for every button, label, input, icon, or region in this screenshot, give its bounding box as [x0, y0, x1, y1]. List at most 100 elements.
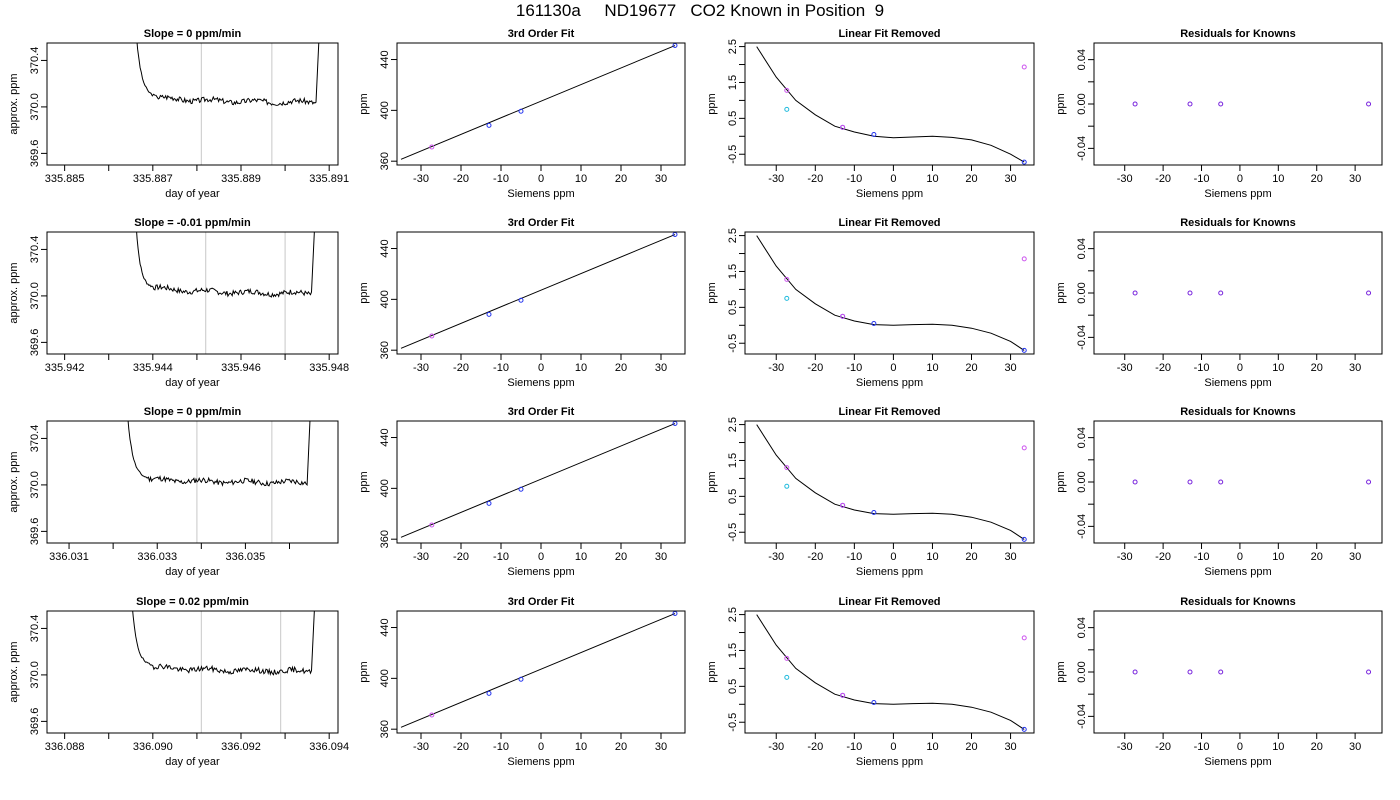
x-axis-label: Siemens ppm	[507, 566, 574, 578]
data-point	[840, 502, 846, 508]
panel-title: Slope = 0 ppm/min	[144, 406, 242, 418]
x-tick-label: 30	[655, 173, 667, 185]
plot-area	[756, 424, 1027, 542]
panel-3-0: Slope = 0.02 ppm/min 336.088 336.090 336.09…	[8, 596, 349, 768]
plot-area	[756, 235, 1027, 353]
y-tick-label: 370.0	[29, 93, 41, 121]
data-point	[1021, 445, 1027, 451]
x-tick-label: 30	[655, 551, 667, 563]
x-tick-label: 20	[965, 741, 977, 753]
x-tick-label: -30	[413, 173, 429, 185]
plot-frame	[396, 420, 686, 544]
y-tick-label: 370.4	[29, 425, 41, 453]
x-tick-label: 20	[965, 551, 977, 563]
y-tick-label: -0.04	[1076, 704, 1088, 729]
y-tick-label: 370.0	[29, 661, 41, 689]
x-tick-label: 10	[926, 741, 938, 753]
data-point	[1021, 159, 1027, 165]
y-axis-label: ppm	[358, 471, 370, 492]
y-tick-label: 360	[379, 530, 391, 548]
x-tick-label: -30	[1117, 173, 1133, 185]
data-point	[486, 311, 492, 317]
data-point	[1366, 101, 1372, 107]
data-point	[1132, 290, 1138, 296]
data-point	[840, 124, 846, 130]
x-tick-label: 336.088	[45, 741, 85, 753]
x-tick-label: 20	[1311, 741, 1323, 753]
plot-area	[400, 611, 678, 728]
panel-title: Linear Fit Removed	[838, 28, 940, 40]
x-tick-label: -20	[807, 551, 823, 563]
data-point	[784, 674, 790, 680]
data-point	[429, 712, 435, 718]
x-tick-label: 336.035	[226, 551, 266, 563]
x-tick-label: -30	[768, 362, 784, 374]
data-point	[1021, 635, 1027, 641]
x-tick-label: 30	[1349, 741, 1361, 753]
x-tick-label: -30	[768, 173, 784, 185]
x-tick-label: -10	[1194, 551, 1210, 563]
x-tick-label: 0	[890, 551, 896, 563]
x-tick-label: 20	[615, 362, 627, 374]
x-tick-label: -30	[413, 741, 429, 753]
y-tick-label: 369.6	[29, 140, 41, 168]
x-tick-label: 10	[1272, 362, 1284, 374]
x-tick-label: 0	[538, 551, 544, 563]
plot-area	[400, 43, 678, 160]
data-point	[1021, 726, 1027, 732]
y-tick-label: 0.00	[1076, 661, 1088, 682]
y-axis-label: ppm	[358, 93, 370, 114]
x-tick-label: 0	[538, 362, 544, 374]
plot-area	[1132, 101, 1372, 107]
y-tick-label: 0.00	[1076, 471, 1088, 492]
plot-area	[756, 614, 1027, 732]
panel-2-0: Slope = 0 ppm/min 336.031 336.033 336.035 da…	[8, 406, 339, 578]
y-tick-label: -0.04	[1076, 514, 1088, 539]
panel-title: 3rd Order Fit	[508, 596, 575, 608]
y-tick-label: 2.5	[727, 607, 739, 622]
panel-0-2: Linear Fit Removed -30 -20 -10 0 10 20 30 Siemen…	[706, 28, 1035, 200]
x-axis-label: Siemens ppm	[507, 377, 574, 389]
x-tick-label: 0	[538, 741, 544, 753]
data-point	[1187, 669, 1193, 675]
y-tick-label: 1.5	[727, 453, 739, 468]
panel-title: Linear Fit Removed	[838, 406, 940, 418]
x-axis-label: Siemens ppm	[1204, 566, 1271, 578]
y-tick-label: 440	[379, 618, 391, 636]
x-axis-label: Siemens ppm	[507, 756, 574, 768]
x-tick-label: 0	[890, 741, 896, 753]
y-axis-label: ppm	[706, 282, 718, 303]
x-axis-label: Siemens ppm	[507, 188, 574, 200]
x-tick-label: -30	[413, 551, 429, 563]
x-tick-label: 30	[1004, 551, 1016, 563]
x-tick-label: -20	[453, 362, 469, 374]
panel-title: 3rd Order Fit	[508, 217, 575, 229]
panel-1-0: Slope = -0.01 ppm/min 335.942 335.944 335.9…	[8, 217, 349, 389]
x-tick-label: 336.094	[309, 741, 349, 753]
data-point	[1366, 669, 1372, 675]
x-tick-label: 10	[575, 362, 587, 374]
x-tick-label: -10	[846, 173, 862, 185]
fit-curve	[756, 46, 1025, 163]
x-tick-label: 30	[1349, 551, 1361, 563]
data-point	[1187, 479, 1193, 485]
x-axis-label: Siemens ppm	[856, 566, 923, 578]
x-tick-label: 0	[1237, 741, 1243, 753]
y-axis-label: ppm	[358, 661, 370, 682]
y-tick-label: 400	[379, 669, 391, 687]
data-point	[1218, 290, 1224, 296]
x-tick-label: 336.031	[49, 551, 89, 563]
panel-3-2: Linear Fit Removed -30 -20 -10 0 10 20 30 Siemen…	[706, 596, 1035, 768]
y-tick-label: 440	[379, 239, 391, 257]
y-axis-label: ppm	[1055, 93, 1067, 114]
panel-title: Linear Fit Removed	[838, 596, 940, 608]
plot-frame	[46, 420, 339, 544]
y-axis-label: approx. ppm	[8, 73, 20, 134]
x-tick-label: 30	[655, 741, 667, 753]
data-point	[1021, 347, 1027, 353]
x-tick-label: 10	[1272, 173, 1284, 185]
x-tick-label: -20	[1155, 173, 1171, 185]
x-tick-label: 30	[1004, 362, 1016, 374]
y-tick-label: 0.5	[727, 489, 739, 504]
y-axis-label: ppm	[706, 661, 718, 682]
